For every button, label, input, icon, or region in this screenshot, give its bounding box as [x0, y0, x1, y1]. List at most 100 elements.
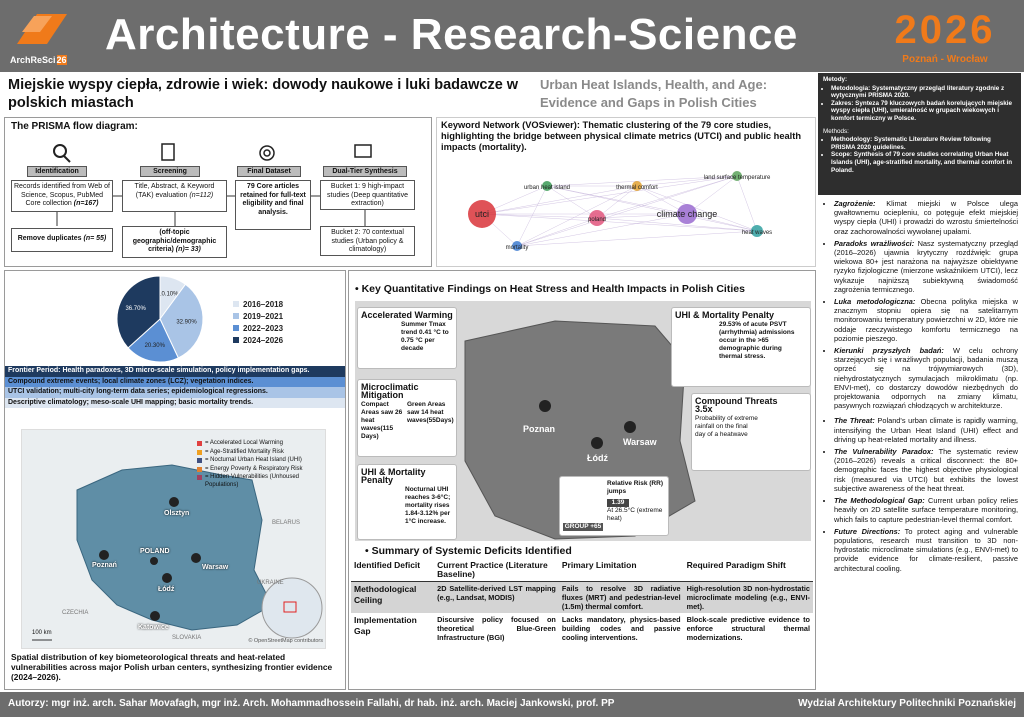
- map-credit: © OpenStreetMap contributors: [248, 638, 323, 644]
- network-node: [732, 171, 742, 181]
- title: Architecture - Research-Science: [105, 10, 798, 59]
- map-legend: = Accelerated Local Warming = Age-Stratif…: [197, 440, 322, 490]
- card-columns: Compact Areas saw 26 heat waves(115 Days…: [361, 401, 454, 441]
- legend-swatch: [197, 458, 202, 463]
- card-text: 29.53% of acute PSVT (arrhythmia) admiss…: [719, 321, 795, 360]
- list-item: Future Directions: To protect aging and …: [834, 527, 1018, 573]
- prisma-panel: The PRISMA flow diagram: Identification …: [4, 117, 432, 267]
- frontier-row: Frontier Period: Health paradoxes, 3D mi…: [5, 366, 345, 377]
- panel-title: The PRISMA flow diagram:: [11, 121, 138, 132]
- frontier-row: Descriptive climatology; meso-scale UHI …: [5, 397, 345, 409]
- frontier-table: Frontier Period: Health paradoxes, 3D mi…: [5, 366, 345, 409]
- legend-swatch: [197, 466, 202, 472]
- item-label: Paradoks wrażliwości:: [834, 238, 915, 248]
- logo: ArchReSci26: [10, 55, 67, 65]
- item-text: Obecna polityka miejska w znacznym stopn…: [834, 297, 1018, 343]
- item-text: Nasz systematyczny przegląd (2016–2026) …: [834, 238, 1018, 294]
- map-labels: Olsztyn Poznań POLAND Łódź Warsaw Katowice BEL…: [22, 430, 327, 650]
- network-edge: [516, 185, 638, 247]
- legend-label: 2022–2023: [243, 324, 284, 333]
- table-cell: 2D Satellite-derived LST mapping (e.g., …: [437, 584, 556, 602]
- deficits-table: Identified Deficit Current Practice (Lite…: [351, 559, 813, 644]
- timeline-map-panel: 10.10% 2016–2018 32.90% 2019–2021 20.30% 2022…: [4, 270, 346, 690]
- legend-swatch: [197, 441, 202, 446]
- card-text: Relative Risk (RR) jumps: [607, 480, 663, 495]
- list-item: Scope: Synthesis of 79 core studies corr…: [831, 151, 1016, 174]
- item-label: The Methodological Gap:: [834, 496, 925, 506]
- card-title: Compound Threats: [695, 396, 778, 406]
- table-header: Primary Limitation: [561, 560, 637, 570]
- frontier-row: Compound extreme events; local climate z…: [5, 376, 345, 388]
- legend-text: = Age-Stratified Mortality Risk: [205, 448, 284, 455]
- network-edge: [596, 185, 638, 219]
- network-edge: [546, 175, 738, 187]
- country-label: BELARUS: [272, 520, 301, 526]
- item-label: The Threat:: [834, 416, 875, 426]
- network-node: [632, 181, 642, 191]
- node-label: heat waves: [742, 230, 772, 236]
- methods-heading: Methods:: [823, 127, 849, 135]
- prisma-box: Remove duplicates (n= 55): [11, 228, 113, 252]
- map: = Accelerated Local Warming = Age-Stratif…: [21, 429, 326, 649]
- network-edge: [546, 185, 598, 219]
- deficits-title-text: Summary of Systemic Deficits Identified: [371, 545, 572, 557]
- box-text: Title, Abstract, & Keyword (TAK) evaluat…: [134, 183, 215, 199]
- slice-label: 36.70%: [125, 306, 146, 312]
- table-cell: High-resolution 3D non-hydrostatic micro…: [686, 584, 810, 611]
- list-item: Zagrożenie: Klimat miejski w Polsce uleg…: [834, 199, 1018, 236]
- network-node: [589, 210, 605, 226]
- item-label: Future Directions:: [834, 526, 901, 536]
- findings-title: • Key Quantitative Findings on Heat Stre…: [355, 283, 745, 295]
- table-row: Implementation Gap Discursive policy focu…: [351, 613, 813, 644]
- location: Poznań - Wrocław: [902, 54, 988, 65]
- table-cell: Block-scale predictive evidence to enfor…: [686, 615, 810, 642]
- findings-panel: • Key Quantitative Findings on Heat Stre…: [348, 270, 816, 690]
- table-header: Identified Deficit: [354, 560, 421, 570]
- network-node: [542, 181, 552, 191]
- item-label: Metodologia:: [831, 84, 871, 92]
- prisma-box: Bucket 1: 9 high-impact studies (Deep qu…: [320, 180, 415, 210]
- network-edge: [636, 175, 738, 187]
- prisma-graphics: [53, 143, 372, 226]
- list-item: The Threat: Poland's urban climate is ra…: [834, 416, 1018, 444]
- legend-swatch: [233, 301, 239, 307]
- map-graphics: [32, 464, 323, 641]
- prisma-box: 79 Core articles retained for full-text …: [235, 180, 311, 230]
- summary-column: Zagrożenie: Klimat miejski w Polsce uleg…: [818, 196, 1022, 688]
- network-node: [468, 200, 496, 228]
- network-edge: [596, 213, 688, 219]
- city-label: Warsaw: [623, 437, 657, 447]
- legend-swatch: [233, 337, 239, 343]
- stage-label: Screening: [140, 166, 200, 177]
- frontier-row: UTCI validation; multi-city long-term da…: [5, 387, 345, 398]
- card-title: Accelerated Warming: [361, 310, 453, 320]
- legend-item: = Nocturnal Urban Heat Island (UHI): [197, 457, 322, 465]
- node-label: thermal comfort: [616, 185, 658, 191]
- city-label: Łódź: [587, 453, 608, 463]
- item-text: Synthesis of 79 core studies correlating…: [831, 151, 1013, 174]
- node-label: climate change: [657, 209, 718, 219]
- pie-slice: [127, 318, 179, 363]
- subtitle-en: Urban Heat Islands, Health, and Age: Evi…: [540, 77, 768, 110]
- finding-card: Compound Threats 3.5x Probability of extre…: [691, 393, 811, 471]
- header-band: [0, 0, 1024, 72]
- points-en: The Threat: Poland's urban climate is ra…: [828, 416, 1018, 572]
- finding-card: Relative Risk (RR) jumps 1.39 At 26.5°C …: [559, 476, 669, 536]
- logo-year: 26: [56, 55, 67, 65]
- card-text: At 26.5°C (extreme heat): [607, 507, 663, 522]
- prisma-box: Records identified from Web of Science, …: [11, 180, 113, 212]
- legend-label: 2019–2021: [243, 312, 284, 321]
- keyword-network: utci poland climate change urban heat islan…: [468, 171, 772, 251]
- keyword-panel: Keyword Network (VOSviewer): Thematic cl…: [436, 117, 816, 267]
- finding-card: UHI & Mortality Penalty 29.53% of acute P…: [671, 307, 811, 387]
- legend-label: 2016–2018: [243, 300, 284, 309]
- node-label: poland: [588, 217, 606, 223]
- network-edge: [636, 185, 758, 232]
- table-cell: Methodological Ceiling: [354, 584, 417, 605]
- network-edge: [516, 185, 548, 247]
- table-header-row: Identified Deficit Current Practice (Lite…: [351, 559, 813, 582]
- network-node: [512, 241, 522, 251]
- box-n: (n)= 33): [175, 246, 201, 253]
- list-item: The Vulnerability Paradox: The systemati…: [834, 447, 1018, 493]
- box-n: (n= 55): [83, 235, 107, 242]
